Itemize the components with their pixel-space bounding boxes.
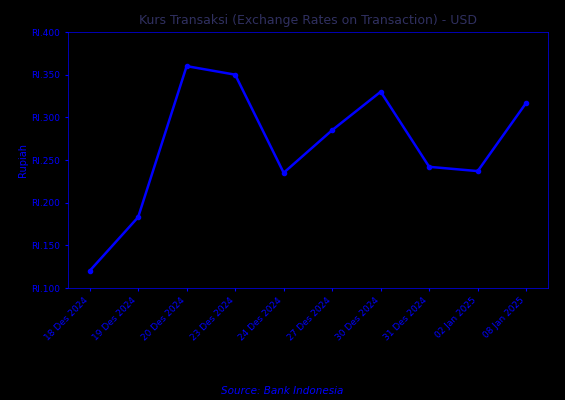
Text: Source: Bank Indonesia: Source: Bank Indonesia <box>221 386 344 396</box>
Title: Kurs Transaksi (Exchange Rates on Transaction) - USD: Kurs Transaksi (Exchange Rates on Transa… <box>139 14 477 27</box>
Y-axis label: Rupiah: Rupiah <box>19 143 28 177</box>
